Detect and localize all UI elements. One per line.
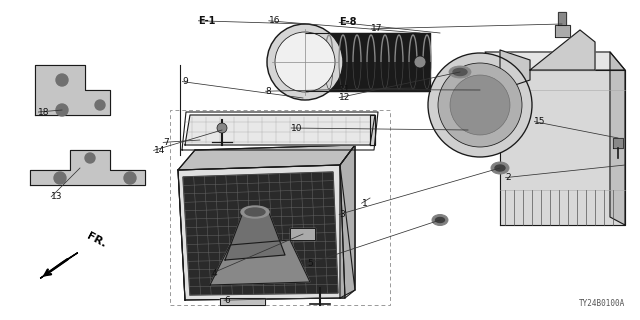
Text: E-8: E-8 (339, 17, 356, 28)
Ellipse shape (453, 68, 467, 76)
Polygon shape (500, 50, 530, 90)
Circle shape (85, 153, 95, 163)
Polygon shape (370, 115, 375, 145)
Text: E-1: E-1 (198, 16, 216, 26)
Text: 18: 18 (38, 108, 50, 116)
Text: 11: 11 (339, 85, 351, 94)
Text: 16: 16 (269, 16, 280, 25)
Circle shape (450, 75, 510, 135)
Polygon shape (30, 150, 145, 185)
Text: 9: 9 (182, 77, 188, 86)
Polygon shape (40, 253, 77, 278)
Polygon shape (555, 25, 570, 37)
Ellipse shape (241, 206, 269, 218)
Polygon shape (210, 240, 310, 285)
Circle shape (438, 63, 522, 147)
Text: 10: 10 (291, 124, 303, 132)
Text: 2: 2 (506, 173, 511, 182)
Circle shape (124, 172, 136, 184)
Text: 12: 12 (339, 93, 351, 102)
Ellipse shape (491, 162, 509, 174)
Ellipse shape (495, 165, 505, 171)
Text: 14: 14 (154, 146, 165, 155)
Polygon shape (613, 138, 623, 148)
Polygon shape (530, 30, 595, 70)
Circle shape (56, 74, 68, 86)
Polygon shape (178, 165, 345, 300)
Text: 7: 7 (163, 138, 169, 147)
Polygon shape (610, 52, 625, 225)
Ellipse shape (432, 214, 448, 226)
Polygon shape (485, 52, 625, 70)
Polygon shape (185, 115, 375, 145)
Circle shape (428, 53, 532, 157)
Text: 6: 6 (224, 296, 230, 305)
Text: 5: 5 (307, 260, 313, 268)
Polygon shape (558, 12, 566, 25)
Bar (170, 110, 390, 305)
Polygon shape (305, 33, 430, 91)
Text: 13: 13 (51, 192, 63, 201)
Text: 1: 1 (362, 199, 367, 208)
Circle shape (275, 32, 335, 92)
Polygon shape (340, 145, 355, 298)
Text: 3: 3 (339, 210, 345, 219)
Polygon shape (225, 210, 285, 260)
Polygon shape (220, 298, 265, 305)
Text: TY24B0100A: TY24B0100A (579, 299, 625, 308)
Circle shape (267, 24, 343, 100)
Polygon shape (35, 65, 110, 115)
Text: 15: 15 (534, 117, 546, 126)
Polygon shape (178, 145, 355, 170)
Polygon shape (290, 228, 315, 240)
Ellipse shape (245, 208, 265, 216)
Polygon shape (500, 70, 625, 225)
Ellipse shape (435, 218, 445, 222)
Circle shape (414, 56, 426, 68)
Text: 4: 4 (211, 269, 217, 278)
Ellipse shape (449, 66, 471, 78)
Circle shape (54, 172, 66, 184)
Polygon shape (183, 172, 338, 295)
Text: 8: 8 (266, 87, 271, 96)
Circle shape (95, 100, 105, 110)
Text: FR.: FR. (84, 231, 108, 250)
Circle shape (56, 104, 68, 116)
Text: 17: 17 (371, 24, 383, 33)
Circle shape (217, 123, 227, 133)
